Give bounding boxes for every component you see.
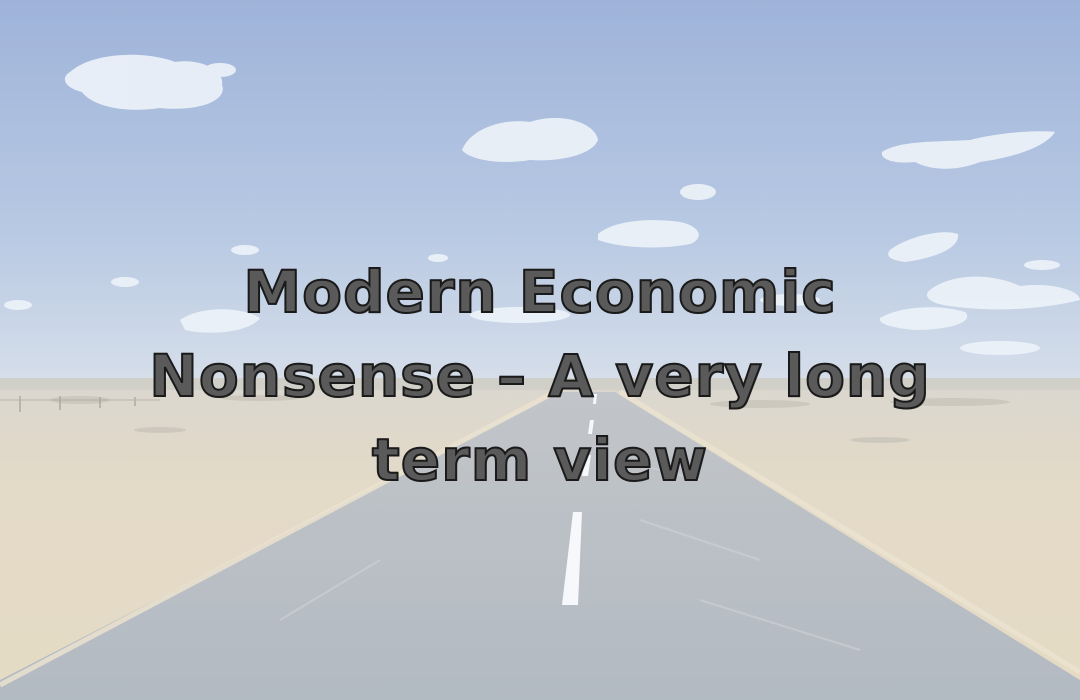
title-line-1: Modern Economic [242,257,837,327]
road [0,392,1080,700]
title-line-3: term view [371,425,708,495]
road-texture [279,459,861,651]
shrubs [50,395,1010,443]
horizon [0,378,1080,392]
title-line-2: Nonsense – A very long [148,341,931,411]
fence-posts [0,396,160,412]
clouds [4,54,1080,355]
article-title: Modern Economic Nonsense – A very long t… [90,250,990,502]
lane-markings [562,394,597,605]
road-edges [0,389,1080,688]
